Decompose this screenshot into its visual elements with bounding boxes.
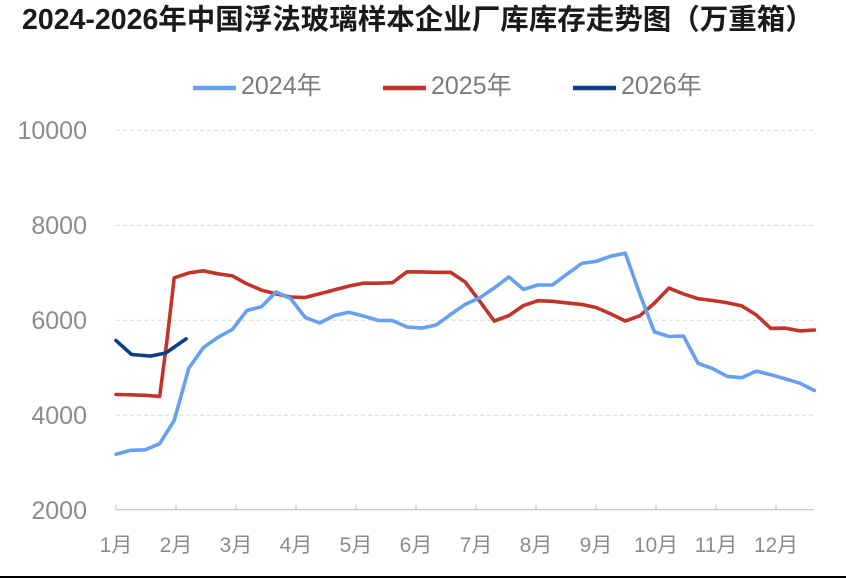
- svg-text:2025年: 2025年: [431, 72, 512, 100]
- svg-text:2024年: 2024年: [241, 72, 322, 100]
- svg-text:11月: 11月: [695, 534, 738, 557]
- svg-text:2月: 2月: [160, 534, 193, 557]
- svg-text:6月: 6月: [400, 534, 433, 557]
- svg-text:12月: 12月: [754, 534, 798, 557]
- svg-text:3月: 3月: [220, 534, 253, 557]
- svg-text:8月: 8月: [520, 534, 553, 557]
- svg-text:5月: 5月: [340, 534, 373, 557]
- svg-text:6000: 6000: [31, 307, 87, 335]
- svg-text:8000: 8000: [31, 212, 87, 240]
- svg-text:4000: 4000: [31, 402, 87, 430]
- svg-text:10月: 10月: [634, 534, 678, 557]
- svg-text:4月: 4月: [280, 534, 313, 557]
- svg-text:7月: 7月: [460, 534, 493, 557]
- svg-text:10000: 10000: [17, 117, 87, 145]
- svg-text:2000: 2000: [31, 497, 87, 525]
- svg-text:1月: 1月: [100, 534, 133, 557]
- svg-text:9月: 9月: [580, 534, 613, 557]
- svg-text:2026年: 2026年: [621, 72, 702, 100]
